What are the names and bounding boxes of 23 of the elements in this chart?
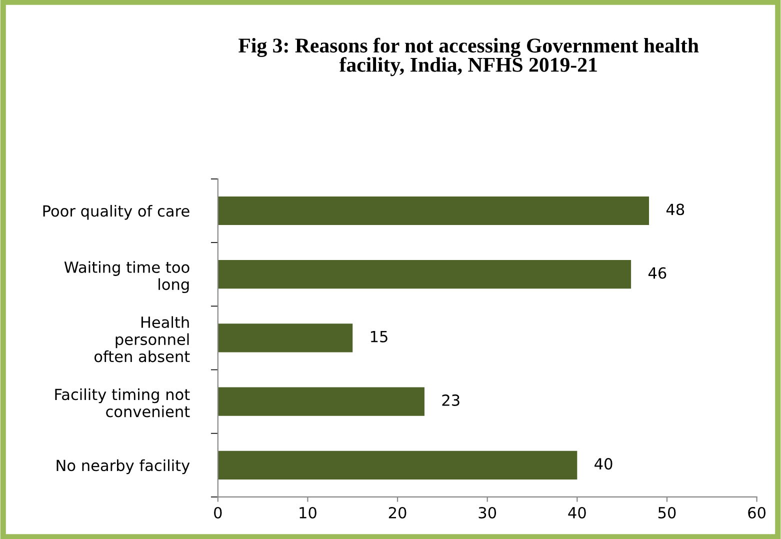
data-label: 46: [648, 267, 666, 279]
data-label: 23: [442, 394, 460, 406]
chart-title: Fig 3: Reasons for not accessing Government health facility, India, NFHS 2019-21: [238, 38, 699, 76]
y-tick-label: Waiting time too long: [64, 261, 190, 294]
bar: [218, 260, 632, 289]
y-tick-label: Health personnel often absent: [94, 316, 190, 362]
x-tick-label: 40: [568, 506, 586, 519]
bar: [218, 324, 353, 352]
y-tick-label: Facility timing not convenient: [55, 388, 190, 418]
x-tick-label: 50: [658, 506, 676, 519]
x-tick-label: 60: [748, 506, 766, 519]
data-label: 40: [594, 458, 612, 470]
x-tick-label: 0: [214, 506, 222, 519]
data-label: 15: [370, 331, 388, 342]
bar: [218, 387, 424, 416]
x-tick-label: 10: [300, 506, 316, 519]
x-tick-label: 20: [388, 506, 406, 519]
y-tick-label: Poor quality of care: [43, 204, 190, 220]
x-tick-label: 30: [478, 506, 496, 519]
bar: [218, 450, 578, 480]
y-tick-label: No nearby facility: [56, 459, 190, 474]
bar: [218, 196, 650, 226]
data-label: 48: [666, 204, 684, 216]
